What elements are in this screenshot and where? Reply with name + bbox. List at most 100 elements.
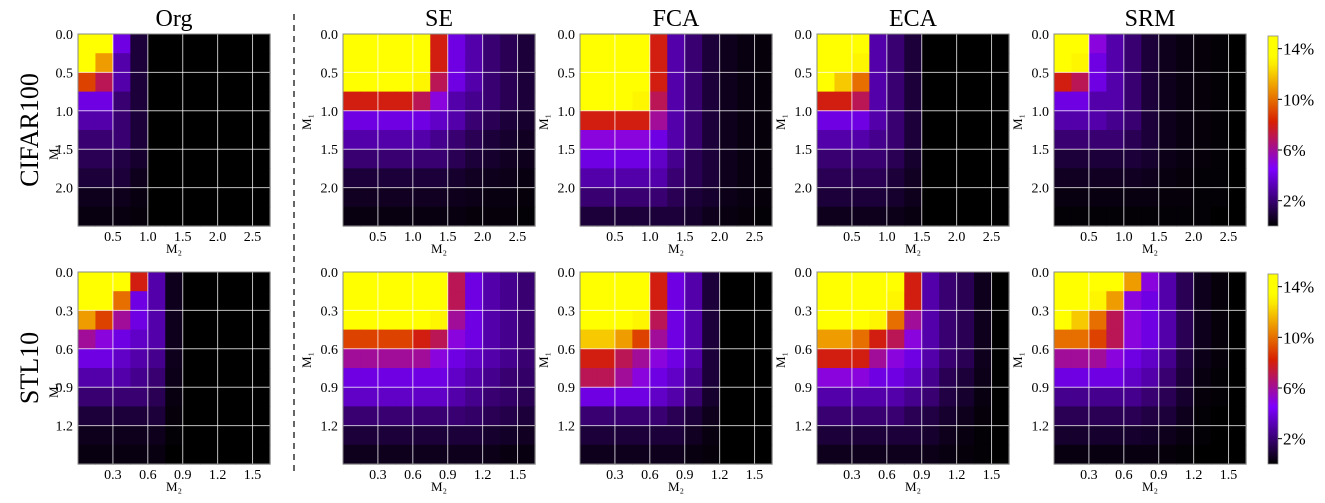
heatmap-cell (580, 387, 599, 407)
heatmap-cell (343, 425, 362, 446)
heatmap-cell (1158, 329, 1177, 350)
heatmap-cell (991, 91, 1010, 112)
heatmap-cell (482, 91, 501, 112)
y-tick-label: 0.0 (1032, 266, 1050, 281)
heatmap-cell (1054, 406, 1073, 427)
heatmap-cell (1141, 168, 1160, 189)
heatmap-cell (78, 187, 97, 208)
heatmap-cell (182, 110, 201, 131)
heatmap-cell (147, 187, 166, 208)
heatmap-cell (649, 110, 668, 131)
heatmap-cell (360, 368, 379, 388)
heatmap-cell (1106, 444, 1125, 465)
heatmap-cell (343, 368, 362, 388)
heatmap-cell (1193, 72, 1212, 93)
heatmap-cell (702, 168, 721, 189)
heatmap-cell (165, 72, 184, 93)
heatmap-cell (395, 444, 414, 465)
heatmap-cell (1193, 187, 1212, 208)
heatmap-cell (1106, 425, 1125, 446)
heatmap-cell (974, 425, 993, 446)
heatmap-cell (200, 444, 219, 465)
heatmap-cell (1088, 110, 1107, 131)
y-tick-label: 0.9 (321, 381, 339, 396)
x-tick-label: 1.0 (641, 230, 659, 245)
heatmap-cell (500, 168, 519, 189)
heatmap-cell (1071, 387, 1090, 407)
heatmap-cell (1158, 310, 1177, 331)
heatmap-cell (702, 329, 721, 350)
heatmap-cell (1211, 34, 1230, 54)
heatmap-cell (1141, 72, 1160, 93)
heatmap-cell (235, 53, 254, 73)
heatmap-cell (200, 425, 219, 446)
heatmap-cell (956, 110, 975, 131)
heatmap-cell (737, 53, 756, 73)
heatmap-cell (1211, 149, 1230, 169)
heatmap-cell (1176, 329, 1195, 350)
heatmap-cell (112, 329, 131, 350)
heatmap-cell (517, 272, 536, 292)
heatmap-cell (667, 91, 686, 112)
heatmap-cell (904, 130, 923, 150)
heatmap-cell (1106, 368, 1125, 388)
heatmap-cell (614, 368, 633, 388)
heatmap-cell (1228, 348, 1247, 369)
heatmap-cell (632, 130, 651, 150)
heatmap-cell (886, 34, 905, 54)
heatmap-cell (580, 329, 599, 350)
heatmap-cell (597, 444, 616, 465)
heatmap-cell (430, 149, 449, 169)
heatmap-cell (667, 168, 686, 189)
heatmap-cell (886, 387, 905, 407)
heatmap-cell (482, 149, 501, 169)
heatmap-cell (702, 110, 721, 131)
heatmap-cell (395, 406, 414, 427)
heatmap-cell (1088, 272, 1107, 292)
y-tick-label: 1.2 (321, 420, 339, 435)
heatmap-cell (1054, 149, 1073, 169)
heatmap-cell (684, 444, 703, 465)
heatmap-cell (430, 444, 449, 465)
heatmap-panel-stl10-se: 0.3 0.6 0.9 1.2 1.5 0.0 0.3 0.6 0.9 1.2 M₂ M₁ (299, 266, 536, 494)
x-tick-label: 2.5 (244, 230, 262, 245)
heatmap-cell (614, 272, 633, 292)
x-tick-label: 1.2 (948, 468, 966, 483)
heatmap-cell (78, 329, 97, 350)
heatmap-cell (719, 272, 738, 292)
heatmap-cell (834, 291, 853, 311)
heatmap-cell (1141, 387, 1160, 407)
heatmap-cell (1141, 406, 1160, 427)
heatmap-cell (834, 130, 853, 150)
panel-frame (342, 33, 536, 227)
heatmap-cell (1106, 130, 1125, 150)
heatmap-cell (1123, 329, 1142, 350)
heatmap-cell (702, 149, 721, 169)
heatmap-cell (1158, 187, 1177, 208)
heatmap-cell (1228, 310, 1247, 331)
heatmap-cell (851, 425, 870, 446)
heatmap-cell (112, 206, 131, 227)
heatmap-cell (1054, 187, 1073, 208)
heatmap-cell (412, 130, 431, 150)
heatmap-cell (667, 149, 686, 169)
heatmap-panel-cifar100-fca: 0.5 1.0 1.5 2.0 2.5 0.0 0.5 1.0 1.5 2.0 M₂ M₁ (536, 28, 773, 256)
heatmap-cell (447, 291, 466, 311)
heatmap-cell (1176, 168, 1195, 189)
y-tick-label: 1.0 (558, 105, 576, 120)
heatmap-cell (632, 34, 651, 54)
heatmap-cell (649, 272, 668, 292)
heatmap-cell (217, 53, 236, 73)
heatmap-cell (360, 348, 379, 369)
heatmap-cell (252, 444, 271, 465)
heatmap-cell (737, 91, 756, 112)
heatmap-cell (974, 310, 993, 331)
heatmap-cell (667, 329, 686, 350)
heatmap-cell (1141, 34, 1160, 54)
heatmap-cell (1193, 91, 1212, 112)
heatmap-cell (1228, 53, 1247, 73)
heatmap-cell (343, 91, 362, 112)
heatmap-cell (956, 387, 975, 407)
heatmap-cell (1088, 291, 1107, 311)
heatmap-cell (1176, 406, 1195, 427)
